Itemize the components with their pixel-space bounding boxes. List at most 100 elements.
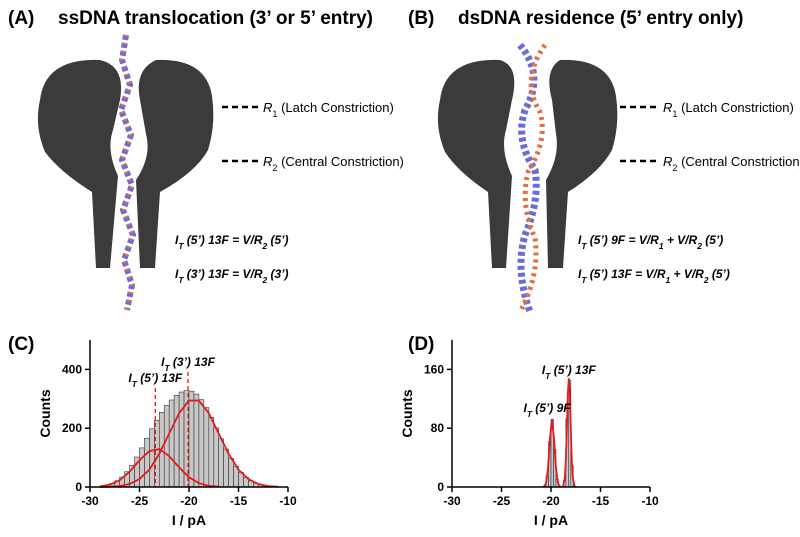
bar [208,417,215,488]
constriction-label: R1 (Latch Constriction) [663,100,794,119]
panel-title: dsDNA residence (5’ entry only) [458,8,743,29]
bar [163,405,170,488]
panel-label: (B) [408,8,434,29]
x-tick-label: -10 [279,494,297,508]
panel-label: (D) [408,334,434,355]
text-part: T [545,371,551,381]
protein-b [437,42,618,314]
y-tick-label: 0 [437,480,444,494]
y-tick-label: 200 [62,421,82,435]
x-tick-label: -10 [641,494,659,508]
y-tick-label: 0 [75,480,82,494]
text-part: (3’) 13F [170,355,216,369]
x-axis-label: I / pA [534,512,568,528]
equation: IT (5’) 9F = V/R1 + V/R2 (5’) [578,233,723,251]
protein-a [37,34,214,311]
text-part: I [523,401,527,415]
bar [193,393,200,488]
equation: IT (5’) 13F = V/R1 + V/R2 (5’) [578,267,730,285]
text-part: I [175,233,179,247]
peak-label: IT (5’) 13F [542,363,596,381]
constriction-label: R2 (Central Constriction) [663,154,800,173]
text-part: 2 [262,241,268,251]
text-part: R [263,100,272,115]
text-part: T [581,241,587,251]
text-part: 1 [659,241,664,251]
text-part: (5’) 9F = V/R [586,233,659,247]
text-part: (Latch Constriction) [677,100,793,115]
text-part: (5’) 13F [550,363,596,377]
fit-curve [561,378,576,488]
bar [228,458,234,488]
text-part: 2 [703,275,709,285]
x-tick-label: -20 [180,494,198,508]
x-tick-label: -25 [493,494,511,508]
equation: IT (3’) 13F = V/R2 (3’) [175,267,289,285]
text-part: I [175,267,179,281]
bar [144,437,150,488]
constriction-label: R2 (Central Constriction) [263,154,404,173]
text-part: (5’) 13F = V/R [586,267,665,281]
text-part: T [581,275,587,285]
text-part: (5’) 9F [532,401,571,415]
text-part: (5’) [267,233,288,247]
text-part: I [542,363,546,377]
x-tick-label: -15 [592,494,610,508]
text-part: R [663,154,672,169]
equation: IT (5’) 13F = V/R2 (5’) [175,233,289,251]
bar [173,394,180,488]
y-axis-label: Counts [399,389,415,437]
bar [198,399,205,488]
text-part: (Central Constriction) [677,154,800,169]
x-axis-label: I / pA [172,512,206,528]
constriction-label: R1 (Latch Constriction) [263,100,394,119]
x-tick-label: -20 [542,494,560,508]
y-tick-label: 400 [62,362,82,376]
panel-label: (C) [8,334,34,355]
text-part: (5’) 13F [137,371,183,385]
text-part: 1 [672,109,677,119]
text-part: (3’) 13F = V/R [183,267,262,281]
y-tick-label: 160 [424,362,444,376]
panel-label: (A) [8,8,34,29]
text-part: I [128,371,132,385]
fit-curve [543,419,561,487]
text-part: 1 [272,109,277,119]
text-part: T [164,363,170,373]
x-tick-label: -30 [81,494,99,508]
panel-title: ssDNA translocation (3’ or 5’ entry) [58,8,373,29]
text-part: 2 [262,275,268,285]
text-part: 2 [272,163,277,173]
bar [213,427,219,488]
text-part: I [578,267,582,281]
bar [203,407,210,488]
text-part: T [178,241,184,251]
peak-label: IT (3’) 13F [161,355,215,373]
text-part: (5’) [702,233,723,247]
y-axis-label: Counts [37,389,53,437]
text-part: T [178,275,184,285]
peak-label: IT (5’) 9F [523,401,571,419]
bar [218,438,224,488]
text-part: T [527,409,533,419]
text-part: (3’) [267,267,288,281]
y-tick-label: 80 [431,421,445,435]
x-tick-label: -15 [230,494,248,508]
fit-curve [99,399,279,488]
text-part: (Central Constriction) [277,154,403,169]
x-tick-label: -30 [443,494,461,508]
text-part: (Latch Constriction) [277,100,393,115]
text-part: 2 [696,241,702,251]
text-part: R [663,100,672,115]
leader-lines [222,105,656,163]
bar [223,448,229,488]
fit-curve [99,448,219,488]
peak-label: IT (5’) 13F [128,371,182,389]
text-part: I [578,233,582,247]
text-part: 2 [672,163,677,173]
text-part: R [263,154,272,169]
text-part: (5’) [709,267,730,281]
x-tick-label: -25 [131,494,149,508]
